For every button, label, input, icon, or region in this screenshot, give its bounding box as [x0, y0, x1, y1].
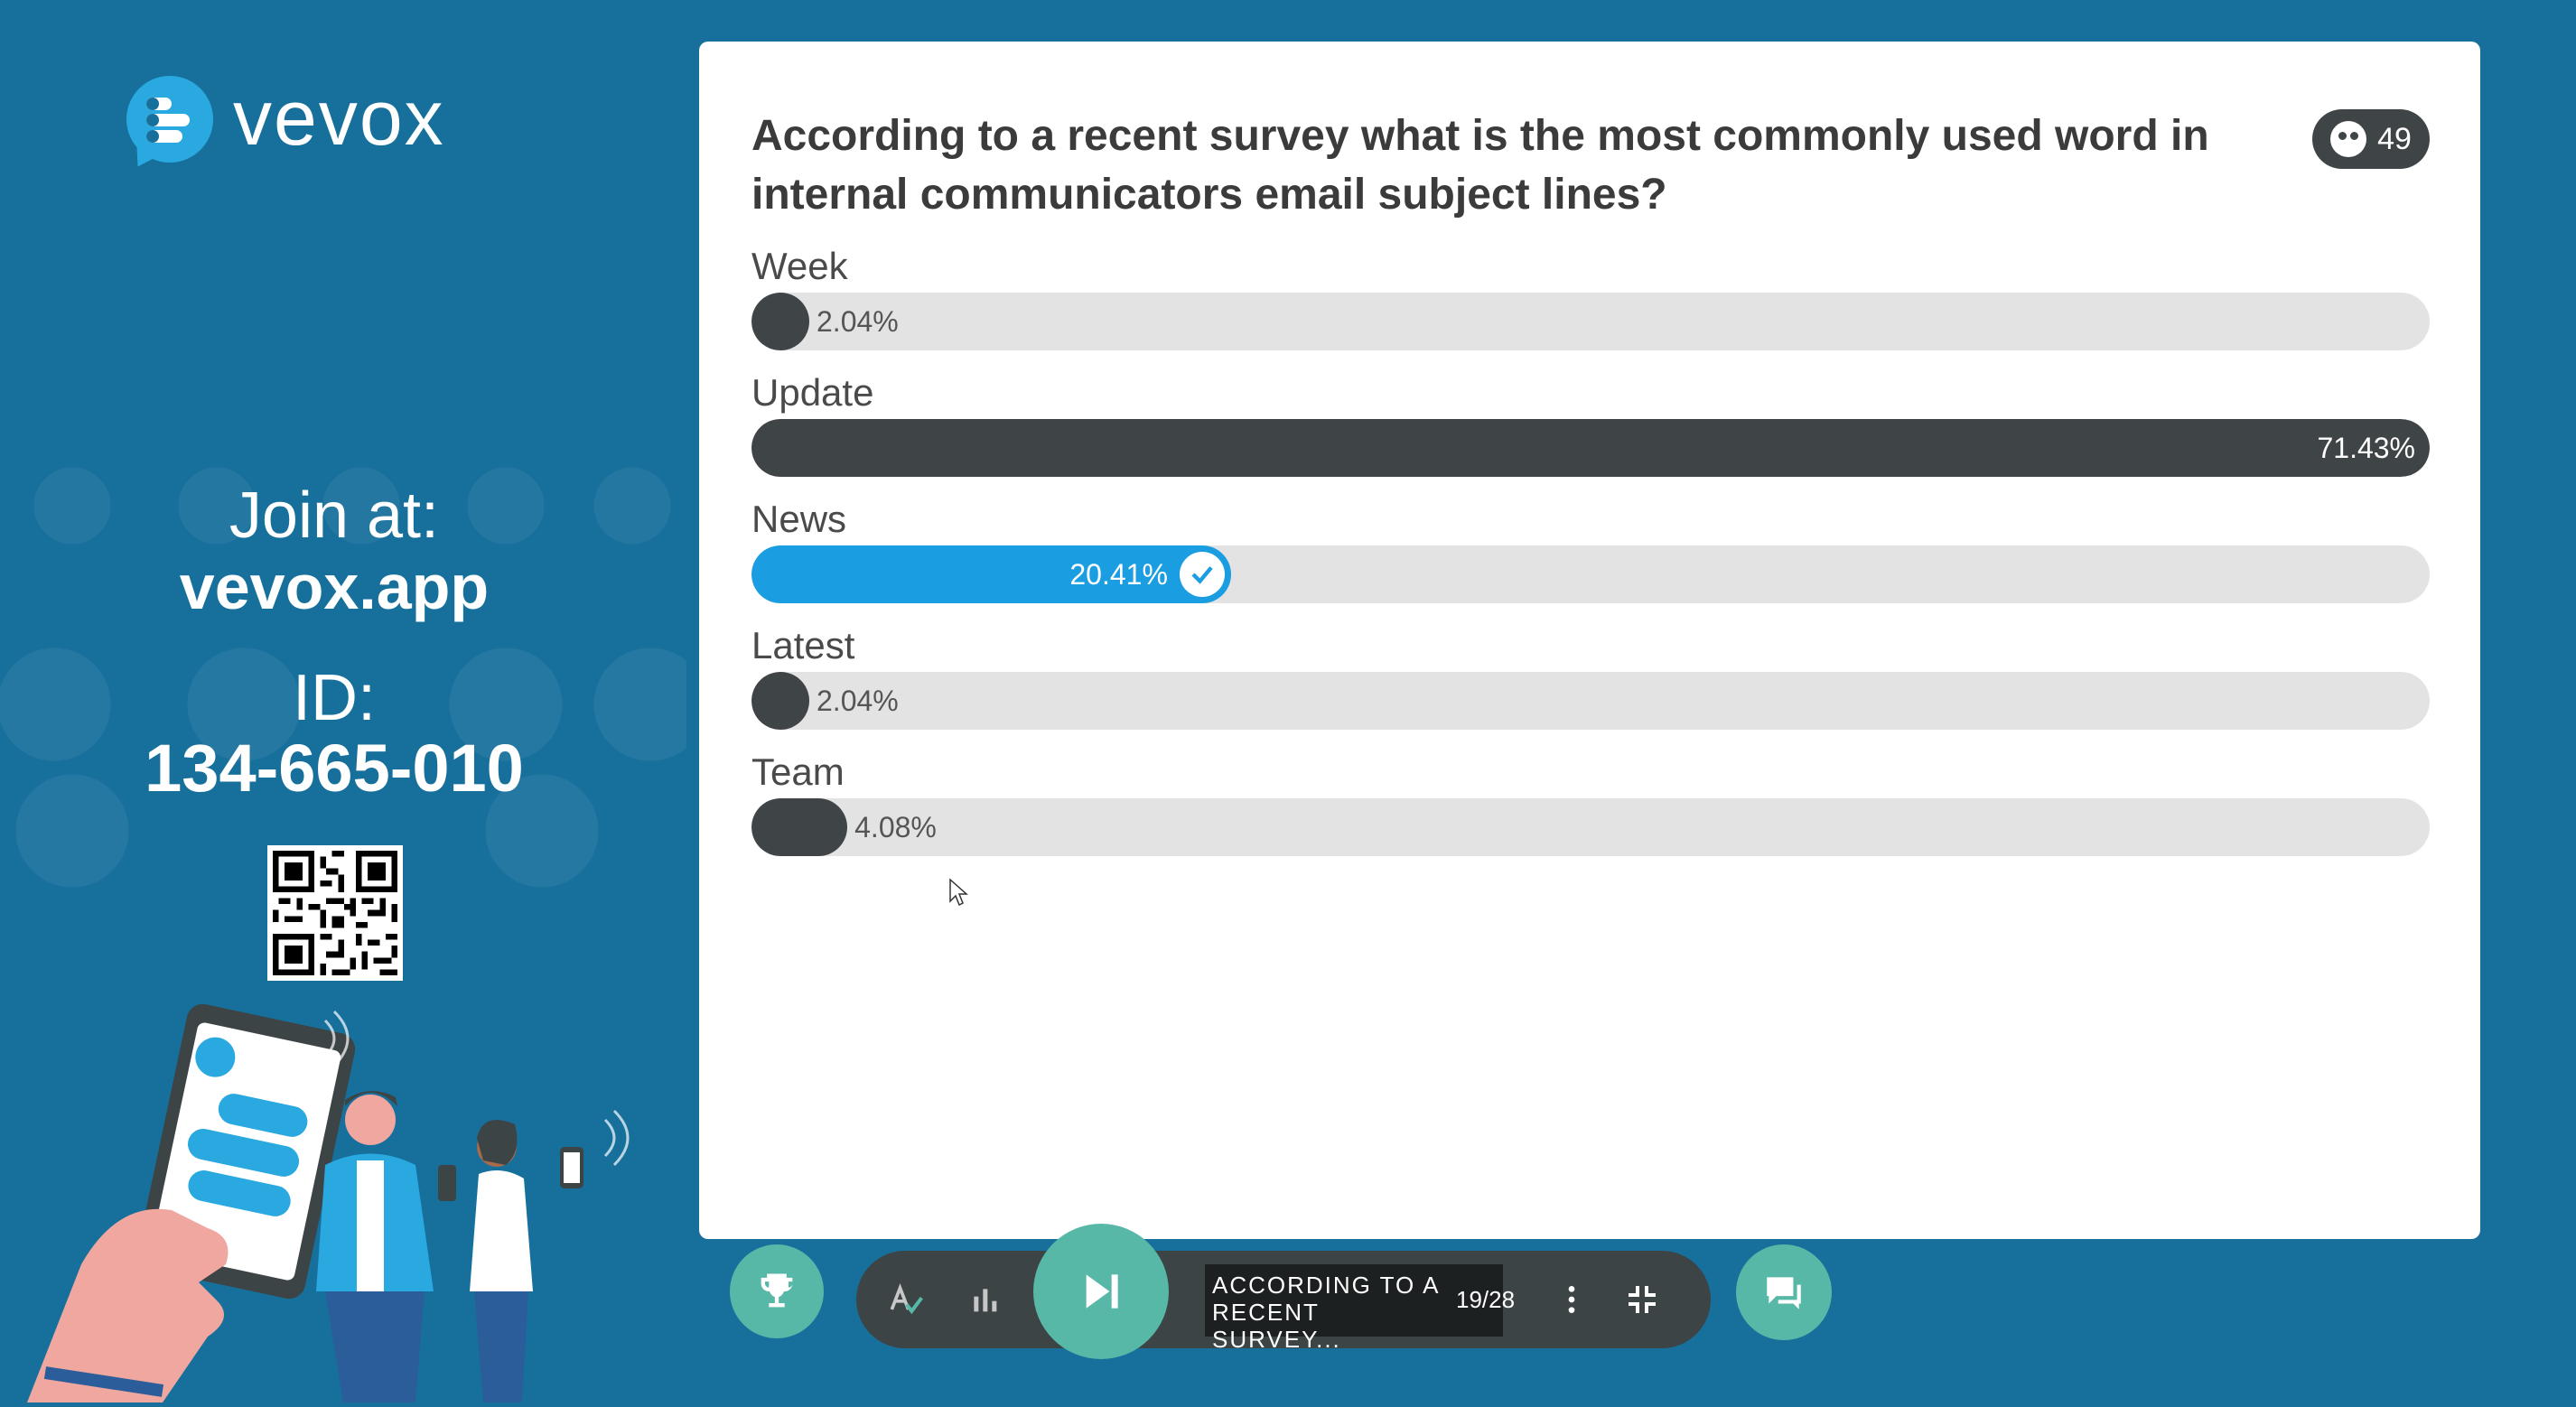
poll-option-label: News [751, 498, 847, 540]
messages-button[interactable] [1736, 1244, 1832, 1340]
poll-option-percent: 2.04% [817, 305, 899, 338]
bar-chart-icon[interactable] [963, 1278, 1006, 1321]
session-id-value: 134-665-010 [145, 731, 524, 806]
session-id-label: ID: [292, 662, 376, 734]
chat-icon [1767, 1277, 1801, 1309]
poll-option-label: Team [751, 750, 845, 793]
leaderboard-button[interactable] [730, 1244, 824, 1338]
correct-answer-bar [751, 545, 1231, 603]
mouse-cursor-icon [948, 878, 968, 911]
poll-results-card: According to a recent survey what is the… [699, 42, 2480, 1239]
poll-option-percent: 2.04% [817, 685, 899, 717]
join-label: Join at: [229, 480, 440, 552]
poll-question: According to a recent survey what is the… [751, 112, 2209, 219]
trophy-icon [761, 1273, 793, 1308]
participants-icon [2330, 121, 2367, 157]
poll-option-percent: 4.08% [854, 811, 937, 843]
poll-option-label: Update [751, 371, 874, 414]
exit-fullscreen-icon[interactable] [1620, 1278, 1664, 1321]
vevox-logo: vevox [126, 74, 445, 173]
poll-option: Latest 2.04% [751, 621, 2430, 730]
answer-bar [751, 293, 809, 350]
more-options-icon[interactable] [1550, 1278, 1593, 1321]
vevox-logo-icon [126, 75, 213, 173]
poll-option-percent: 71.43% [2317, 432, 2415, 464]
poll-option-track: 71.43% [751, 419, 2430, 477]
participant-count: 49 [2377, 121, 2412, 156]
answer-bar [751, 672, 809, 730]
poll-option-track: 4.08% [751, 798, 2430, 856]
poll-option: News 20.41% [751, 495, 2430, 603]
answer-bar [751, 798, 848, 856]
poll-option-label: Week [751, 245, 848, 287]
poll-option: Update 71.43% [751, 368, 2430, 477]
answer-bar [751, 419, 2430, 477]
next-slide-button[interactable] [1033, 1224, 1169, 1359]
qr-code [267, 845, 403, 981]
slide-counter: 19/28 [1456, 1286, 1516, 1313]
mark-correct-icon[interactable] [883, 1278, 927, 1321]
current-slide-indicator[interactable]: ACCORDING TO A RECENT SURVEY... 19/28 [1205, 1264, 1515, 1353]
poll-option-track: 2.04% [751, 293, 2430, 350]
poll-option: Week 2.04% [751, 242, 2430, 350]
correct-check-icon [1179, 552, 1225, 597]
poll-option-track: 2.04% [751, 672, 2430, 730]
poll-option-label: Latest [751, 624, 855, 666]
slide-title: ACCORDING TO A RECENT SURVEY... [1212, 1272, 1439, 1353]
join-url: vevox.app [179, 552, 490, 622]
phone-users-illustration [27, 993, 659, 1402]
skip-next-icon [1086, 1274, 1118, 1309]
poll-option-track: 20.41% [751, 545, 2430, 603]
participant-count-badge: 49 [2312, 109, 2430, 169]
poll-option: Team 4.08% [751, 748, 2430, 856]
poll-option-percent: 20.41% [1069, 558, 1168, 591]
vevox-logo-text: vevox [233, 75, 445, 162]
